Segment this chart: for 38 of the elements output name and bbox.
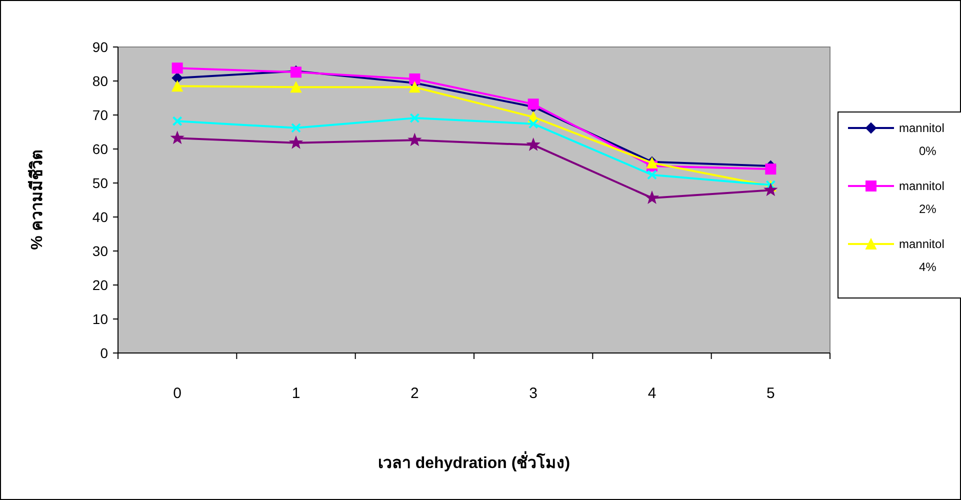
y-tick-label: 80 bbox=[92, 73, 108, 89]
y-tick-label: 50 bbox=[92, 175, 108, 191]
point bbox=[765, 164, 776, 175]
point bbox=[172, 62, 183, 74]
y-axis-title: % ความมีชีวิต bbox=[27, 150, 46, 250]
x-tick-label: 5 bbox=[766, 385, 775, 402]
y-tick-label: 30 bbox=[92, 243, 108, 259]
point bbox=[764, 184, 777, 196]
point bbox=[290, 136, 302, 148]
point bbox=[410, 113, 420, 124]
y-tick-label: 40 bbox=[92, 209, 108, 225]
legend-label: mannitol 4% bbox=[899, 237, 944, 274]
y-tick-label: 0 bbox=[100, 345, 108, 361]
point bbox=[409, 82, 420, 93]
point bbox=[171, 132, 184, 144]
y-tick-label: 60 bbox=[92, 141, 108, 157]
y-tick-label: 10 bbox=[92, 311, 108, 327]
point bbox=[408, 134, 421, 146]
x-tick-label: 0 bbox=[173, 385, 182, 402]
point bbox=[646, 191, 658, 204]
x-tick-label: 4 bbox=[648, 385, 656, 402]
point bbox=[290, 82, 302, 93]
point bbox=[527, 138, 540, 150]
point bbox=[172, 116, 182, 126]
point bbox=[409, 73, 420, 84]
y-tick-label: 20 bbox=[92, 277, 108, 293]
x-tick-label: 3 bbox=[529, 385, 538, 402]
point bbox=[647, 170, 657, 180]
x-tick-label: 2 bbox=[410, 385, 419, 402]
point bbox=[291, 122, 301, 133]
point bbox=[528, 118, 538, 129]
point bbox=[172, 80, 183, 92]
legend-label: mannitol 2% bbox=[899, 179, 944, 216]
x-axis-title: เวลา dehydration (ชั่วโมง) bbox=[378, 451, 570, 472]
x-tick-label: 1 bbox=[292, 385, 300, 402]
y-tick-label: 90 bbox=[92, 39, 108, 55]
legend-label: mannitol 0% bbox=[899, 121, 944, 158]
y-tick-label: 70 bbox=[92, 107, 108, 123]
